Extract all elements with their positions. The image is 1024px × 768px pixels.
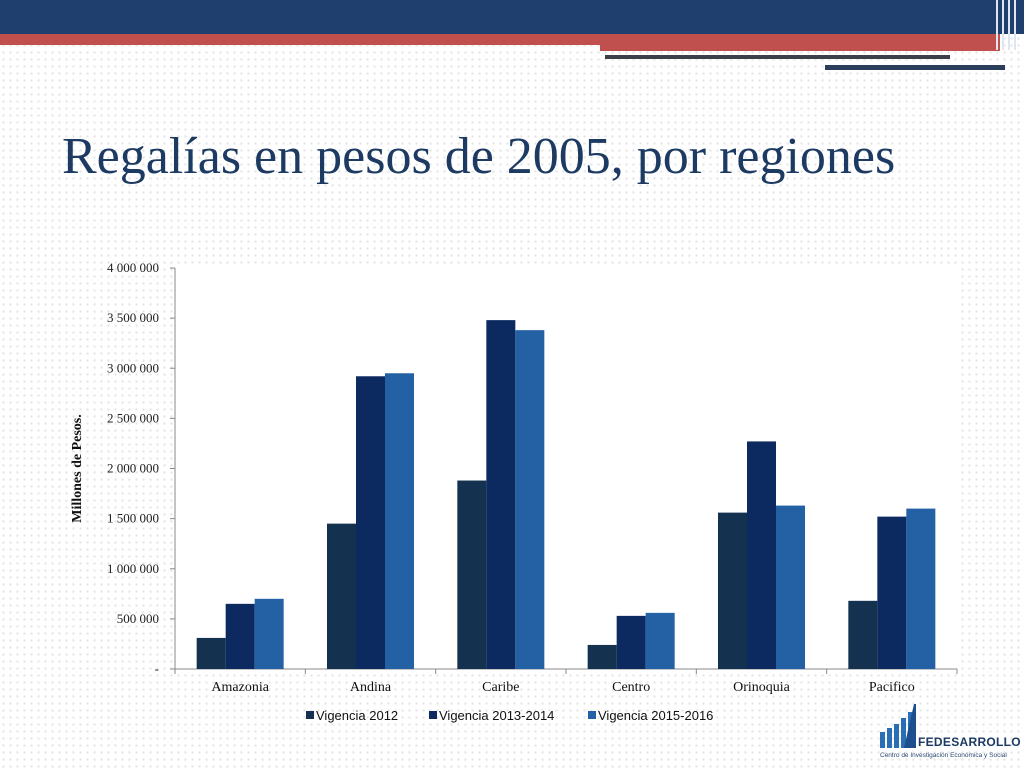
logo-name: FEDESARROLLO: [918, 735, 1021, 749]
y-tick-label: 1 500 000: [107, 511, 159, 526]
bar: [225, 603, 255, 669]
y-tick-label: 2 000 000: [107, 461, 159, 476]
bar: [645, 612, 675, 669]
bar: [848, 600, 878, 669]
bar: [747, 441, 776, 669]
header-dark-line-short: [825, 65, 1005, 70]
x-tick-label: Orinoquia: [733, 680, 791, 695]
y-tick-label: 3 000 000: [107, 360, 159, 375]
header-red-stripe-lower: [600, 45, 1000, 51]
header-red-stripe: [0, 34, 1000, 45]
x-tick-label: Pacifico: [869, 680, 915, 695]
header-dark-line: [605, 55, 950, 59]
bar: [486, 320, 516, 669]
bar: [877, 516, 907, 669]
bar: [776, 505, 805, 669]
bar: [718, 512, 747, 669]
x-tick-label: Caribe: [482, 680, 519, 695]
bar: [327, 523, 356, 669]
header-band: [0, 0, 1024, 34]
bar: [385, 373, 414, 669]
bar: [515, 330, 545, 669]
x-tick-label: Amazonia: [211, 680, 269, 695]
legend-label: Vigencia 2015-2016: [598, 708, 713, 723]
y-tick-label: 500 000: [117, 611, 159, 626]
fedesarrollo-logo-icon: [880, 704, 916, 748]
y-tick-label: 2 500 000: [107, 410, 159, 425]
x-tick-label: Andina: [350, 680, 392, 695]
y-tick-label: -: [155, 661, 159, 676]
y-tick-label: 3 500 000: [107, 310, 159, 325]
legend-swatch: [306, 711, 314, 719]
bar: [254, 598, 284, 669]
plot-area: [175, 268, 957, 669]
legend-label: Vigencia 2012: [316, 708, 398, 723]
legend-swatch: [588, 711, 596, 719]
header-vertical-stripes: [992, 0, 1024, 50]
logo-subtitle: Centro de Investigación Económica y Soci…: [880, 752, 1007, 759]
bar: [196, 637, 226, 669]
y-tick-label: 1 000 000: [107, 561, 159, 576]
bar: [587, 644, 617, 669]
x-tick-label: Centro: [612, 680, 650, 695]
y-axis-title: Millones de Pesos.: [70, 414, 85, 523]
legend-label: Vigencia 2013-2014: [439, 708, 554, 723]
bar: [356, 376, 385, 669]
slide-title: Regalías en pesos de 2005, por regiones: [62, 128, 896, 185]
bar: [616, 615, 646, 669]
y-tick-label: 4 000 000: [107, 260, 159, 275]
bar: [906, 508, 936, 669]
legend-swatch: [429, 711, 437, 719]
bar: [457, 480, 487, 669]
